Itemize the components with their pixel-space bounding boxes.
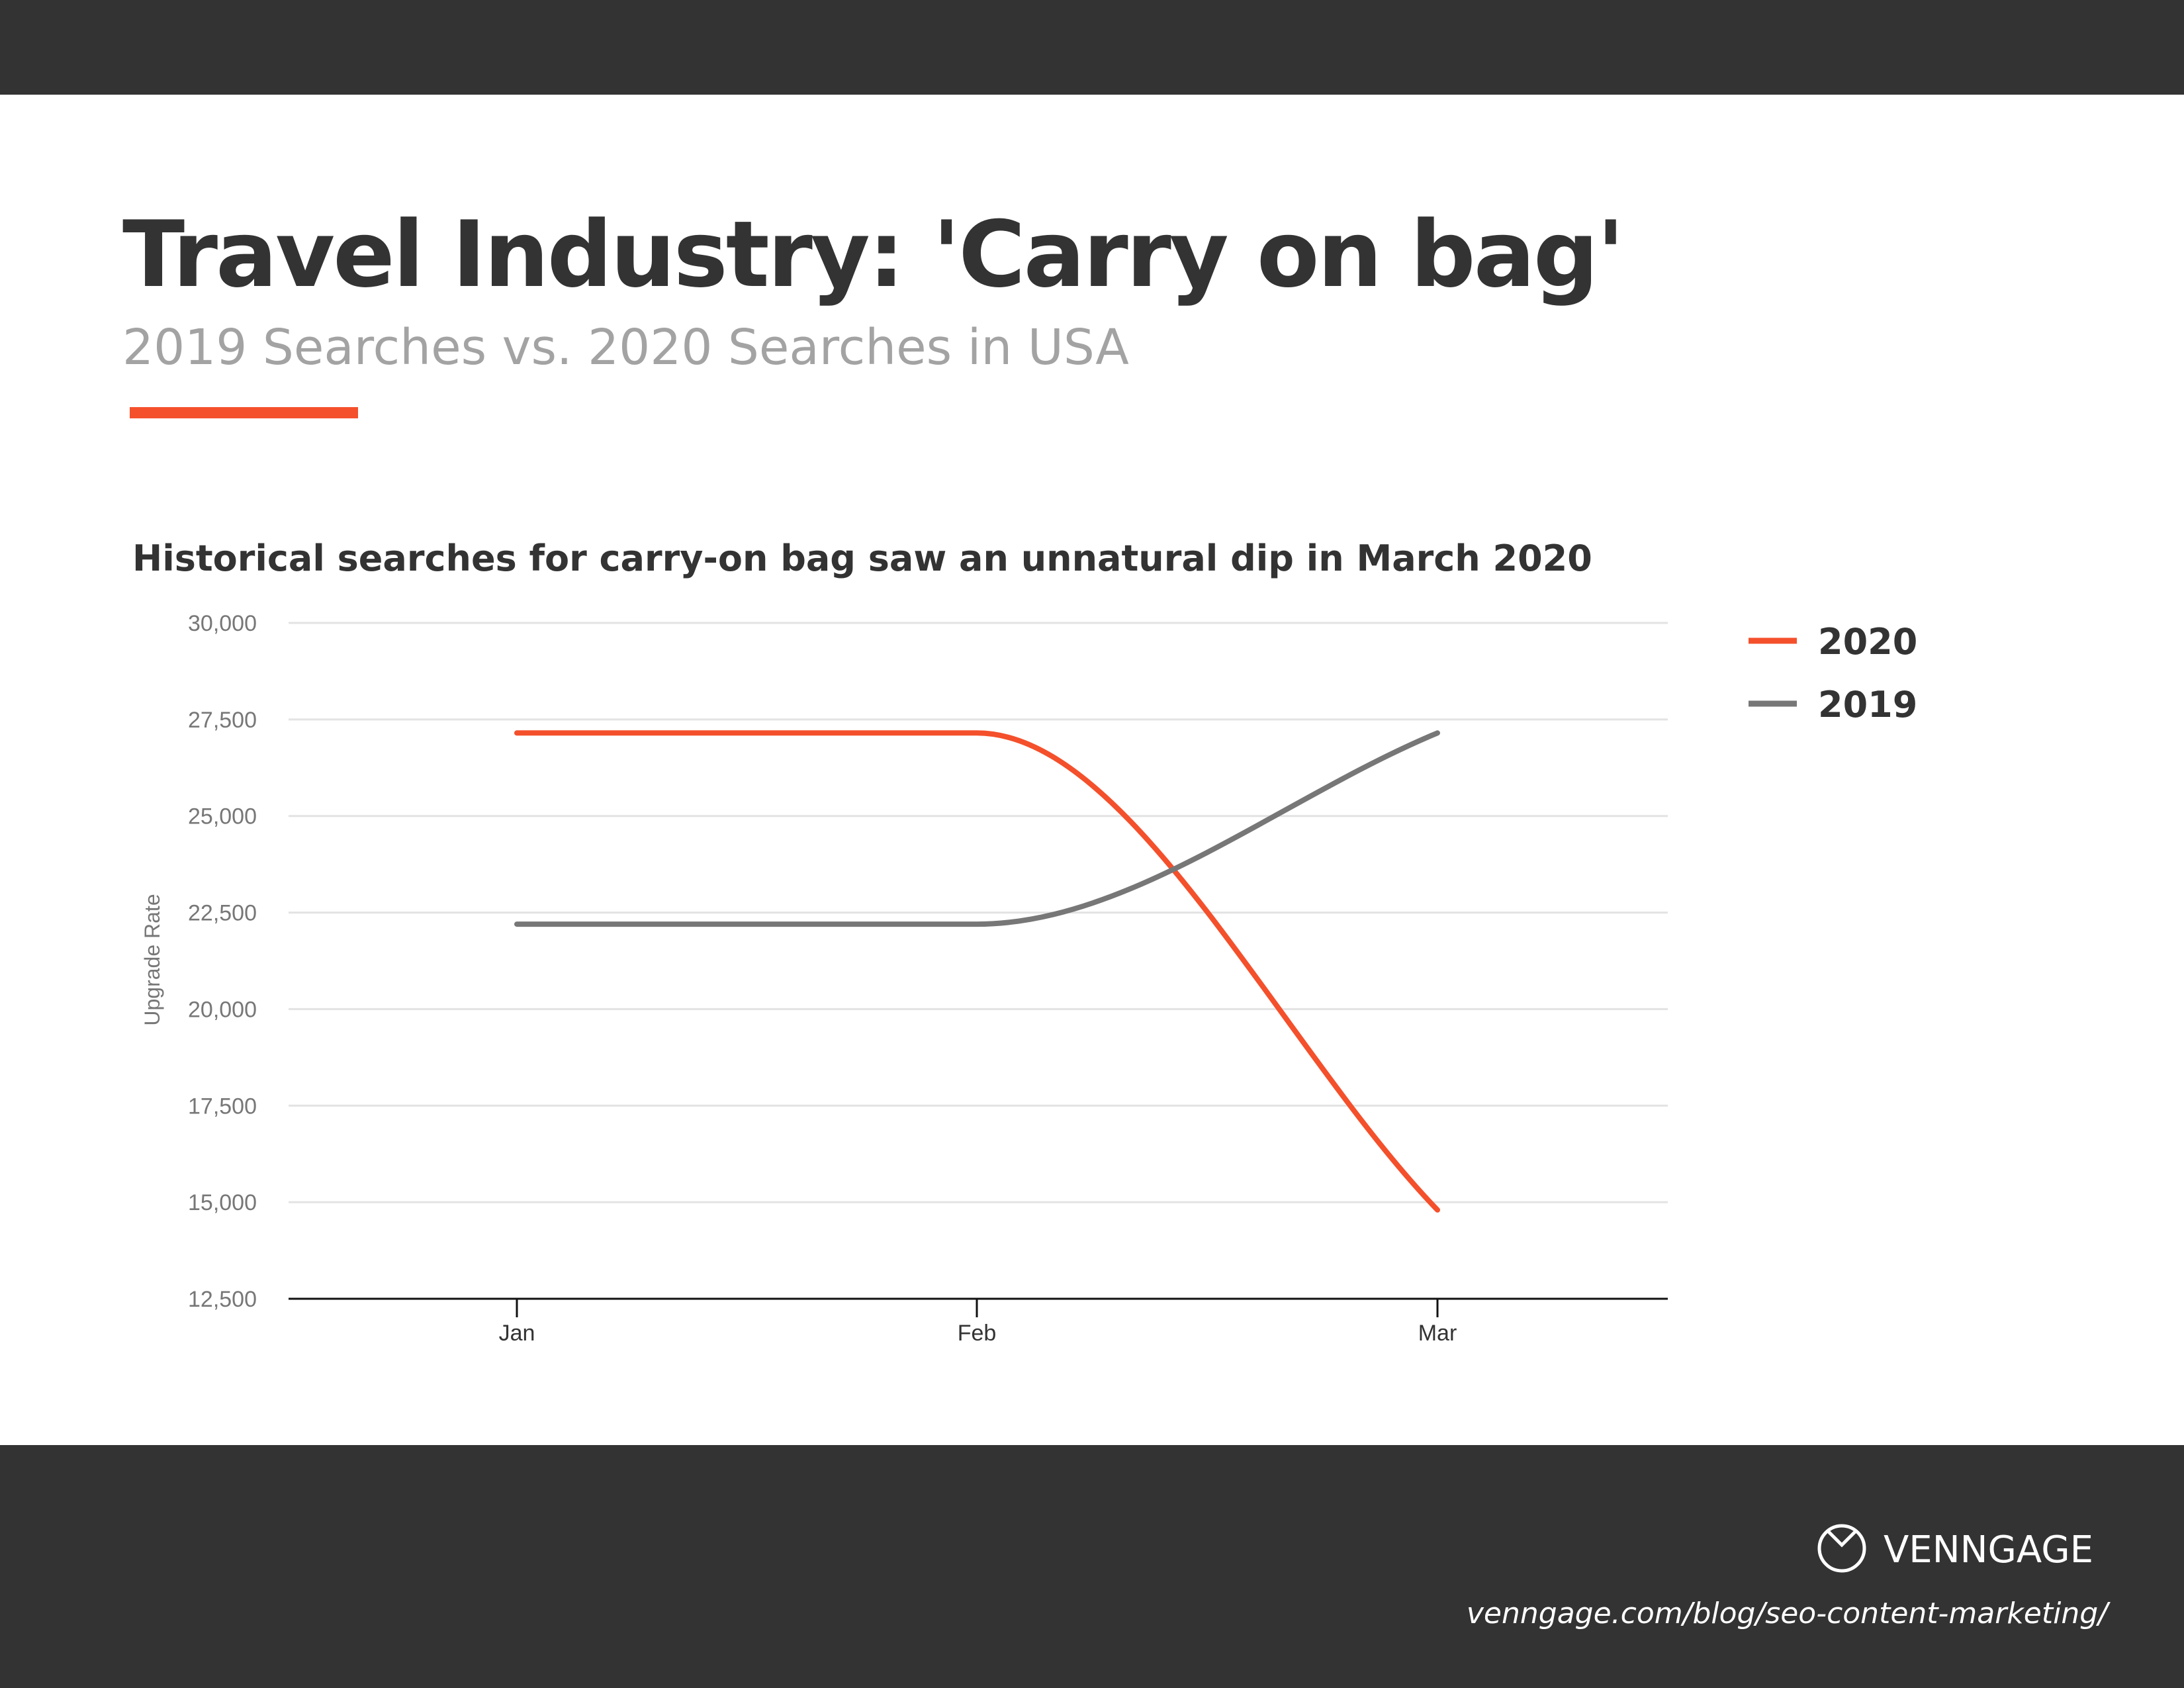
y-tick-label: 20,000 bbox=[188, 997, 257, 1022]
x-tick-label: Jan bbox=[499, 1321, 535, 1346]
y-axis-ticks: 30,000 27,500 25,000 22,500 20,000 17,500 15,0… bbox=[188, 611, 257, 1312]
y-tick-label: 30,000 bbox=[188, 611, 257, 636]
source-url[interactable]: venngage.com/blog/seo-content-marketing/ bbox=[1467, 1597, 2111, 1630]
venngage-logo-icon bbox=[1817, 1524, 1866, 1573]
y-axis-label: Upgrade Rate bbox=[140, 894, 164, 1025]
x-tick-label: Mar bbox=[1418, 1321, 1457, 1346]
footer-bar bbox=[0, 1445, 2184, 1688]
series-line-2019 bbox=[514, 730, 1440, 927]
y-tick-label: 27,500 bbox=[188, 708, 257, 733]
x-tick-label: Feb bbox=[958, 1321, 997, 1346]
y-tick-label: 15,000 bbox=[188, 1190, 257, 1215]
page-title: Travel Industry: 'Carry on bag' bbox=[122, 201, 1623, 308]
y-tick-label: 12,500 bbox=[188, 1287, 257, 1312]
gridlines bbox=[289, 622, 1668, 1203]
x-axis-ticks: Jan Feb Mar bbox=[499, 1299, 1457, 1346]
legend-label-2020: 2020 bbox=[1818, 621, 1917, 663]
series-line-2020 bbox=[514, 730, 1440, 1213]
brand-name: VENNGAGE bbox=[1884, 1528, 2093, 1571]
top-bar bbox=[0, 0, 2184, 95]
accent-bar bbox=[130, 407, 358, 418]
y-tick-label: 17,500 bbox=[188, 1094, 257, 1119]
y-tick-label: 22,500 bbox=[188, 901, 257, 926]
y-tick-label: 25,000 bbox=[188, 804, 257, 829]
page-subtitle: 2019 Searches vs. 2020 Searches in USA bbox=[122, 319, 1129, 376]
series-lines bbox=[514, 730, 1440, 1213]
legend: 2020 2019 bbox=[1749, 621, 1917, 726]
legend-label-2019: 2019 bbox=[1818, 684, 1917, 726]
chart-title: Historical searches for carry-on bag saw… bbox=[132, 538, 1592, 579]
